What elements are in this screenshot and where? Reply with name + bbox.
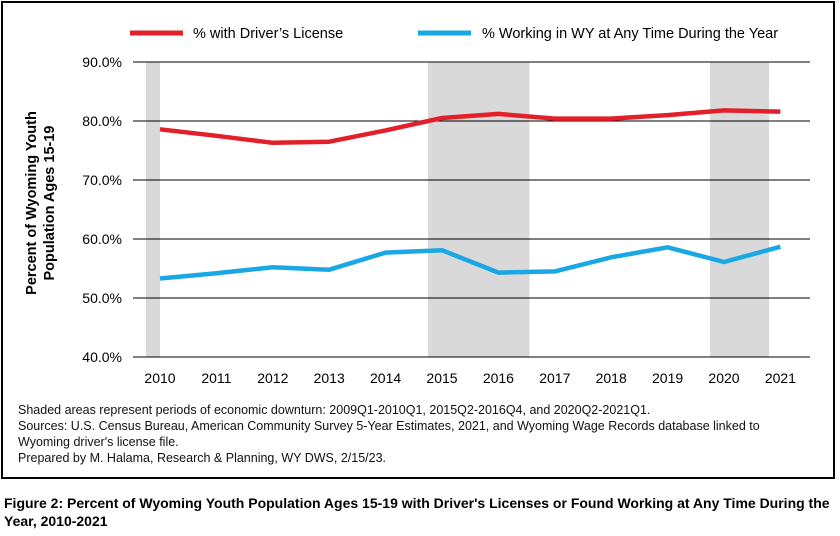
figure-caption: Figure 2: Percent of Wyoming Youth Popul… xyxy=(4,495,830,529)
gridlines xyxy=(133,61,810,358)
x-tick-label-2011: 2011 xyxy=(201,370,231,386)
x-tick-label-2015: 2015 xyxy=(426,370,457,386)
x-tick-label-2012: 2012 xyxy=(257,370,288,386)
x-axis-ticks: 2010 2011 2012 2013 2014 2015 2016 2017 2018 2019… xyxy=(144,370,796,386)
y-axis-label-line2: Population Ages 15-19 xyxy=(42,126,58,281)
legend: % with Driver’s License % Working in WY a… xyxy=(130,26,778,42)
shaded-period-1 xyxy=(145,62,160,357)
x-tick-label-2017: 2017 xyxy=(539,370,570,386)
legend-label-2: % Working in WY at Any Time During the Y… xyxy=(482,26,778,42)
y-axis-label-line1: Percent of Wyoming Youth xyxy=(24,111,40,295)
x-tick-label-2021: 2021 xyxy=(765,370,796,386)
y-axis-ticks: 40.0% 50.0% 60.0% 70.0% 80.0% 90.0% xyxy=(82,54,122,365)
notes-sources: Sources: U.S. Census Bureau, American Co… xyxy=(18,419,760,433)
y-tick-label: 80.0% xyxy=(82,113,122,129)
notes-sources-cont: Wyoming driver's license file. xyxy=(18,435,179,449)
series-line-1 xyxy=(159,108,781,146)
downturn-shading xyxy=(145,62,770,357)
series-lines xyxy=(159,108,781,281)
line-chart: 40.0%50.0%60.0%70.0%80.0%90.0% 2010 2011 2… xyxy=(24,26,810,386)
x-tick-label-2010: 2010 xyxy=(144,370,175,386)
y-tick-label: 40.0% xyxy=(82,349,122,365)
notes-prepared-by: Prepared by M. Halama, Research & Planni… xyxy=(18,451,386,465)
figure-frame xyxy=(1,1,835,479)
x-tick-label-2020: 2020 xyxy=(708,370,739,386)
x-tick-label-2016: 2016 xyxy=(483,370,514,386)
x-tick-label-2014: 2014 xyxy=(370,370,401,386)
chart-notes: Shaded areas represent periods of econom… xyxy=(18,402,818,466)
legend-label-1: % with Driver’s License xyxy=(193,26,343,42)
y-tick-label: 60.0% xyxy=(82,231,122,247)
x-tick-label-2018: 2018 xyxy=(596,370,627,386)
shaded-period-3 xyxy=(709,62,770,357)
y-tick-label: 90.0% xyxy=(82,54,122,70)
notes-shading: Shaded areas represent periods of econom… xyxy=(18,403,651,417)
y-tick-label: 70.0% xyxy=(82,172,122,188)
series-line-2 xyxy=(159,244,781,281)
shaded-period-2 xyxy=(427,62,530,357)
x-tick-label-2019: 2019 xyxy=(652,370,683,386)
y-tick-label: 50.0% xyxy=(82,290,122,306)
x-tick-label-2013: 2013 xyxy=(314,370,345,386)
